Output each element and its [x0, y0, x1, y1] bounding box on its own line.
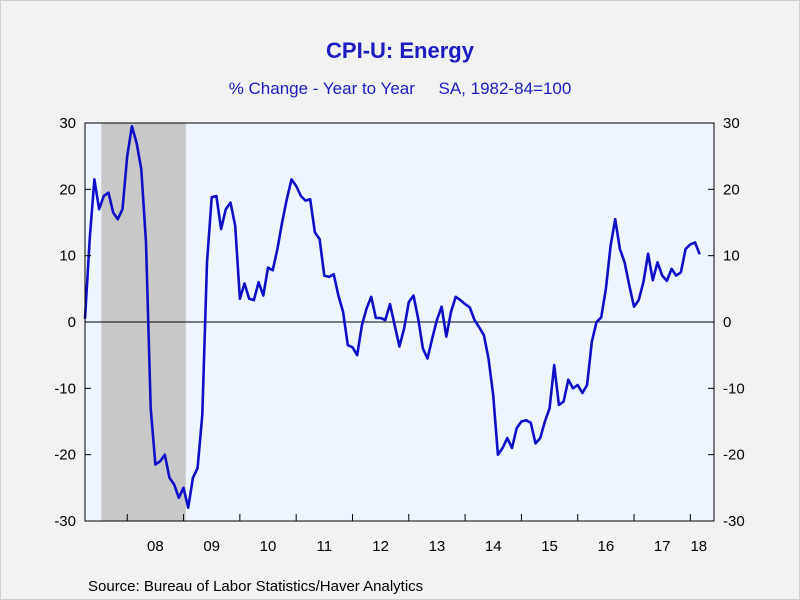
x-tick-label: 14 — [485, 538, 502, 555]
x-tick-label: 17 — [654, 538, 671, 555]
y-tick-label-left: 10 — [59, 248, 76, 265]
x-tick-label: 15 — [541, 538, 558, 555]
y-tick-label-right: 0 — [723, 314, 731, 331]
x-tick-label: 13 — [429, 538, 446, 555]
x-tick-label: 12 — [372, 538, 389, 555]
y-tick-label-right: 30 — [723, 115, 740, 132]
y-tick-label-left: 20 — [59, 181, 76, 198]
chart-title: CPI-U: Energy — [326, 38, 474, 63]
y-tick-label-right: 20 — [723, 181, 740, 198]
x-tick-label: 08 — [147, 538, 164, 555]
y-tick-label-right: -20 — [723, 447, 745, 464]
x-tick-label: 09 — [203, 538, 220, 555]
chart-subtitle: % Change - Year to Year SA, 1982-84=100 — [228, 79, 572, 98]
x-tick-label: 16 — [598, 538, 615, 555]
y-tick-label-right: 10 — [723, 248, 740, 265]
y-tick-label-right: -10 — [723, 380, 745, 397]
y-tick-label-left: 30 — [59, 115, 76, 132]
y-tick-label-left: -20 — [54, 447, 76, 464]
series-line — [83, 125, 701, 510]
y-tick-label-left: -10 — [54, 380, 76, 397]
x-tick-label: 10 — [260, 538, 277, 555]
x-tick-label: 18 — [690, 538, 707, 555]
y-tick-label-left: -30 — [54, 513, 76, 530]
source-note: Source: Bureau of Labor Statistics/Haver… — [88, 578, 424, 595]
y-tick-label-right: -30 — [723, 513, 745, 530]
x-tick-label: 11 — [317, 538, 333, 555]
y-tick-label-left: 0 — [68, 314, 76, 331]
